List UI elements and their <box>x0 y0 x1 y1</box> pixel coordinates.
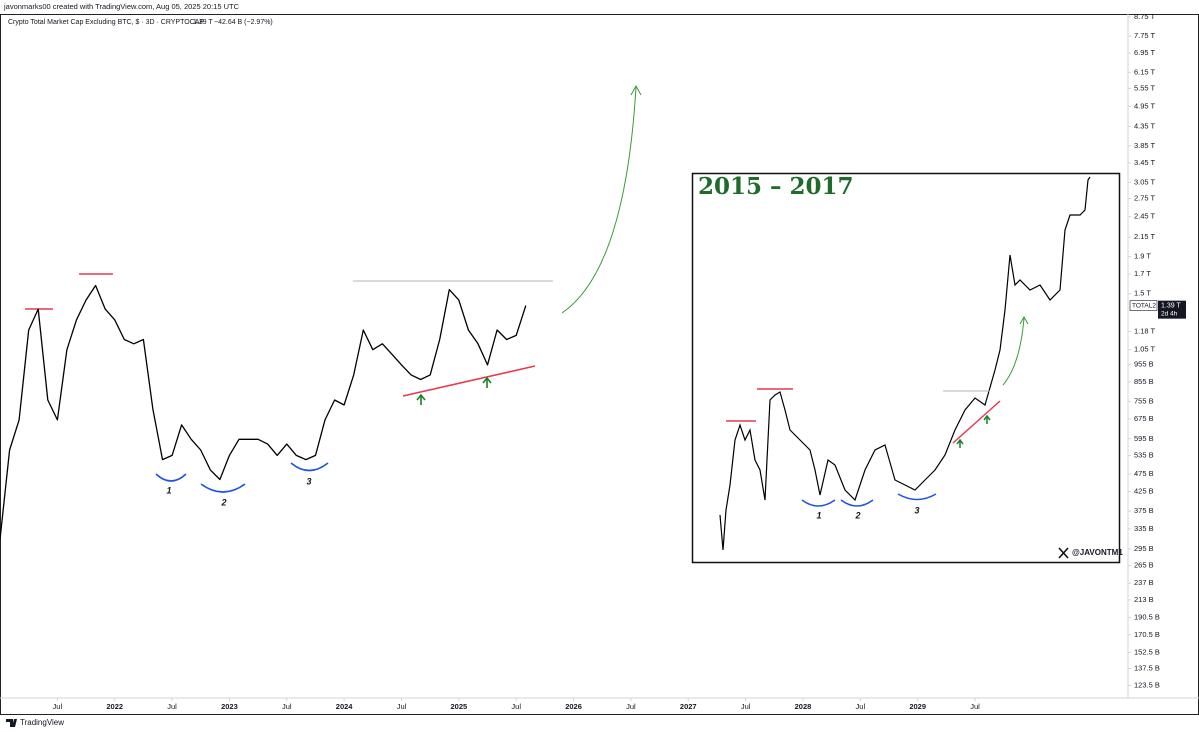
y-tick-label: 1.05 T <box>1134 345 1156 354</box>
price-tag-symbol: TOTAL2 <box>1132 302 1156 309</box>
bottom-arc <box>155 473 187 482</box>
y-tick-label: 123.5 B <box>1134 680 1160 689</box>
x-tick-label: 2025 <box>451 702 468 711</box>
legend-symbol: Crypto Total Market Cap Excluding BTC, $… <box>8 19 204 26</box>
price-line <box>0 284 527 540</box>
y-tick-label: 1.9 T <box>1134 252 1151 261</box>
x-tick-label: Jul <box>511 702 521 711</box>
y-tick-label: 425 B <box>1134 487 1154 496</box>
x-tick-label: Jul <box>397 702 407 711</box>
y-tick-label: 535 B <box>1134 450 1154 459</box>
brand: TradingView <box>20 718 64 727</box>
x-tick-label: Jul <box>626 702 636 711</box>
y-tick-label: 855 B <box>1134 377 1154 386</box>
y-tick-label: 6.15 T <box>1134 67 1156 76</box>
y-tick-label: 152.5 B <box>1134 647 1160 656</box>
inset-annotations <box>726 315 1029 507</box>
x-tick-label: Jul <box>167 702 177 711</box>
x-tick-label: 2028 <box>795 702 812 711</box>
x-tick-label: Jul <box>856 702 866 711</box>
y-tick-label: 755 B <box>1134 396 1154 405</box>
y-tick-label: 955 B <box>1134 360 1154 369</box>
y-tick-label: 6.95 T <box>1134 48 1156 57</box>
x-tick-label: Jul <box>970 702 980 711</box>
support-trendline <box>402 365 536 397</box>
x-logo <box>1058 547 1069 559</box>
up-arrow <box>416 393 426 405</box>
y-tick-label: 3.05 T <box>1134 177 1156 186</box>
x-tick-label: 2029 <box>909 702 926 711</box>
x-tick-label: Jul <box>53 702 63 711</box>
y-tick-label: 375 B <box>1134 506 1154 515</box>
x-tick-label: 2027 <box>680 702 697 711</box>
y-tick-label: 335 B <box>1134 524 1154 533</box>
y-tick-label: 237 B <box>1134 578 1154 587</box>
price-tag-box <box>1158 300 1186 319</box>
credit: javonmarks00 created with TradingView.co… <box>3 2 240 11</box>
y-tick-label: 295 B <box>1134 544 1154 553</box>
inset: 2015 – 2017 1 2 3 @JAVONTM1 <box>691 172 1123 564</box>
bottom-label: 3 <box>914 505 919 515</box>
y-tick-label: 5.55 T <box>1134 83 1156 92</box>
bottom-label: 2 <box>220 497 226 507</box>
inset-price-line <box>719 176 1091 551</box>
brand-logo <box>6 719 17 727</box>
bottom-arc <box>200 483 246 493</box>
x-tick-label: Jul <box>282 702 292 711</box>
price-tag-symbol-box <box>1129 300 1158 311</box>
x-tick-label: 2024 <box>336 702 354 711</box>
y-tick-label: 190.5 B <box>1134 612 1160 621</box>
y-tick-label: 475 B <box>1134 469 1154 478</box>
up-arrow <box>482 376 492 388</box>
projection-arrow <box>1002 315 1029 386</box>
legend-change: −42.64 B (−2.97%) <box>214 19 273 26</box>
y-tick-label: 3.45 T <box>1134 158 1156 167</box>
y-tick-label: 265 B <box>1134 561 1154 570</box>
y-tick-label: 170.5 B <box>1134 630 1160 639</box>
bottom-label: 1 <box>816 510 821 520</box>
y-tick-label: 137.5 B <box>1134 664 1160 673</box>
y-tick-label: 1.5 T <box>1134 289 1151 298</box>
y-tick-label: 2.75 T <box>1134 194 1156 203</box>
y-tick-label: 2.15 T <box>1134 232 1156 241</box>
x-tick-label: 2023 <box>221 702 238 711</box>
bottom-arc <box>840 499 874 507</box>
bottom-label: 3 <box>306 476 311 486</box>
annotations <box>25 84 642 493</box>
bottom-label: 2 <box>854 510 860 520</box>
bottom-arc <box>801 499 836 507</box>
y-tick-label: 675 B <box>1134 414 1154 423</box>
projection-arrow <box>561 84 642 314</box>
y-tick-label: 2.45 T <box>1134 212 1156 221</box>
price-tag-countdown: 2d 4h <box>1161 310 1178 317</box>
bottom-arc <box>897 493 937 501</box>
x-tick-label: 2022 <box>106 702 123 711</box>
bottom-arc <box>290 462 329 472</box>
inset-handle: @JAVONTM1 <box>1072 548 1123 557</box>
y-tick-label: 213 B <box>1134 595 1154 604</box>
up-arrow <box>956 438 964 448</box>
y-tick-label: 3.85 T <box>1134 141 1156 150</box>
y-tick-label: 1.7 T <box>1134 269 1151 278</box>
inset-frame <box>691 172 1121 564</box>
bottom-label: 1 <box>166 485 171 495</box>
y-tick-label: 4.95 T <box>1134 101 1156 110</box>
y-tick-label: 595 B <box>1134 434 1154 443</box>
x-tick-label: 2026 <box>565 702 582 711</box>
y-tick-label: 4.35 T <box>1134 122 1156 131</box>
y-tick-label: 1.18 T <box>1134 326 1156 335</box>
support-trendline <box>952 400 1001 444</box>
inset-title: 2015 – 2017 <box>698 173 854 200</box>
x-tick-label: Jul <box>741 702 751 711</box>
price-tag-price: 1.39 T <box>1161 302 1181 309</box>
up-arrow <box>983 414 991 424</box>
y-tick-label: 7.75 T <box>1134 31 1156 40</box>
legend-last: 1.39 T <box>193 19 213 26</box>
y-tick-label: 8.75 T <box>1134 12 1156 21</box>
